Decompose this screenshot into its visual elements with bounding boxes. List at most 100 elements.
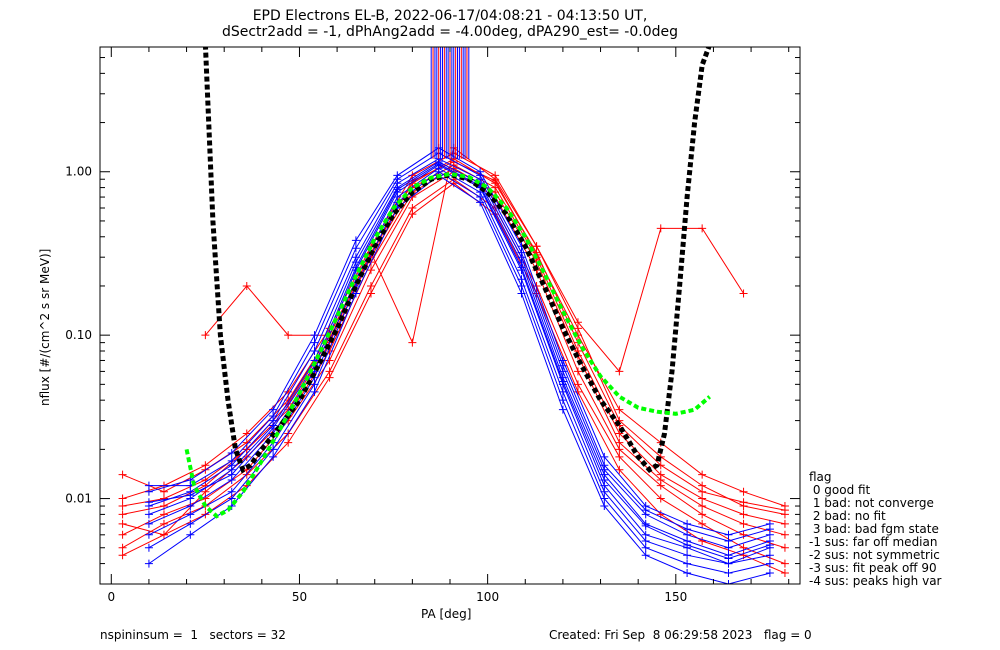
red-sweep-point — [615, 445, 624, 454]
blue-sweep-point — [227, 494, 236, 503]
red-sweep-point — [698, 510, 707, 519]
red-sweep-line — [205, 147, 744, 373]
fit-curves — [184, 47, 712, 519]
blue-sweep-point — [765, 551, 774, 560]
blue-sweeps — [144, 143, 774, 584]
blue-sweep-point — [641, 543, 650, 552]
red-sweep-point — [118, 530, 127, 539]
red-sweep-point — [698, 470, 707, 479]
blue-sweep-point — [765, 540, 774, 549]
blue-sweep-point — [434, 159, 443, 168]
red-sweep-point — [201, 331, 210, 340]
red-sweep-point — [242, 429, 251, 438]
red-sweep-point — [201, 487, 210, 496]
y-tick-label: 0.01 — [65, 492, 92, 506]
blue-sweep-point — [683, 551, 692, 560]
blue-sweep-point — [310, 338, 319, 347]
blue-sweep-point — [310, 346, 319, 355]
red-sweep-point — [325, 356, 334, 365]
blue-sweep-point — [144, 519, 153, 528]
x-tick-label: 100 — [476, 590, 499, 604]
blue-sweep-line — [148, 147, 771, 536]
blue-sweep-point — [310, 331, 319, 340]
blue-sweep-point — [683, 540, 692, 549]
blue-sweep-point — [186, 510, 195, 519]
red-sweep-point — [739, 487, 748, 496]
blue-sweep-point — [558, 396, 567, 405]
red-sweep-point — [698, 502, 707, 511]
red-sweep-point — [780, 502, 789, 511]
footer-created-info: Created: Fri Sep 8 06:29:58 2023 flag = … — [549, 628, 812, 642]
blue-sweep-point — [600, 452, 609, 461]
blue-sweep-point — [641, 536, 650, 545]
blue-sweep-point — [600, 502, 609, 511]
blue-sweep-point — [600, 487, 609, 496]
red-sweep-point — [408, 210, 417, 219]
red-sweep-point — [615, 367, 624, 376]
blue-sweep-point — [351, 244, 360, 253]
blue-sweep-point — [600, 461, 609, 470]
red-sweep-point — [615, 405, 624, 414]
blue-sweep-point — [310, 387, 319, 396]
blue-sweep-point — [186, 491, 195, 500]
blue-sweep-point — [393, 185, 402, 194]
red-sweep-point — [656, 494, 665, 503]
legend-item: -3 sus: fit peak off 90 — [809, 561, 937, 575]
blue-sweep-line — [148, 174, 771, 584]
y-tick-label: 1.00 — [65, 165, 92, 179]
red-sweep-point — [615, 429, 624, 438]
blue-sweep-point — [186, 502, 195, 511]
red-sweep-point — [284, 331, 293, 340]
blue-sweep-point — [641, 521, 650, 530]
red-sweep-point — [491, 176, 500, 185]
blue-sweep-line — [148, 152, 771, 542]
x-tick-label: 150 — [664, 590, 687, 604]
blue-sweep-point — [144, 530, 153, 539]
red-sweep-point — [698, 494, 707, 503]
red-sweeps — [118, 143, 789, 578]
blue-sweep-point — [765, 525, 774, 534]
blue-sweep-point — [683, 569, 692, 578]
blue-sweep-point — [724, 580, 733, 584]
blue-sweep-point — [351, 236, 360, 245]
red-sweep-point — [615, 465, 624, 474]
red-sweep-point — [118, 502, 127, 511]
red-sweep-point — [284, 438, 293, 447]
green-fit-curve — [184, 171, 712, 519]
red-sweep-point — [118, 551, 127, 560]
red-sweep-point — [739, 530, 748, 539]
red-sweep-point — [573, 367, 582, 376]
blue-sweep-point — [227, 487, 236, 496]
red-sweep-point — [656, 475, 665, 484]
red-sweep-point — [366, 266, 375, 275]
blue-sweep-point — [227, 470, 236, 479]
legend-item: 1 bad: not converge — [809, 496, 934, 510]
red-sweep-point — [118, 519, 127, 528]
chart-title-line-2: dSectr2add = -1, dPhAng2add = -4.00deg, … — [221, 24, 679, 40]
blue-sweep-point — [144, 543, 153, 552]
red-sweep-point — [698, 224, 707, 233]
blue-sweep-point — [724, 554, 733, 563]
x-axis-label: PA [deg] — [421, 607, 472, 621]
blue-sweep-point — [393, 175, 402, 184]
red-sweep-point — [118, 510, 127, 519]
red-sweep-point — [698, 487, 707, 496]
blue-sweep-point — [144, 498, 153, 507]
red-sweep-point — [366, 289, 375, 298]
blue-sweep-point — [765, 569, 774, 578]
red-sweep-point — [780, 519, 789, 528]
blue-sweep-point — [517, 263, 526, 272]
legend-item: 3 bad: bad fgm state — [809, 522, 939, 536]
flag-legend: flag 0 good fit 1 bad: not converge 2 ba… — [809, 471, 994, 588]
legend-item: -4 sus: peaks high var — [809, 574, 942, 588]
red-sweep-point — [325, 373, 334, 382]
blue-sweep-point — [476, 171, 485, 180]
blue-sweep-point — [683, 559, 692, 568]
blue-sweep-point — [186, 530, 195, 539]
blue-sweep-point — [558, 361, 567, 370]
blue-sweep-line — [148, 164, 771, 565]
blue-sweep-point — [227, 456, 236, 465]
red-sweep-point — [780, 559, 789, 568]
legend-item: -1 sus: far off median — [809, 535, 938, 549]
